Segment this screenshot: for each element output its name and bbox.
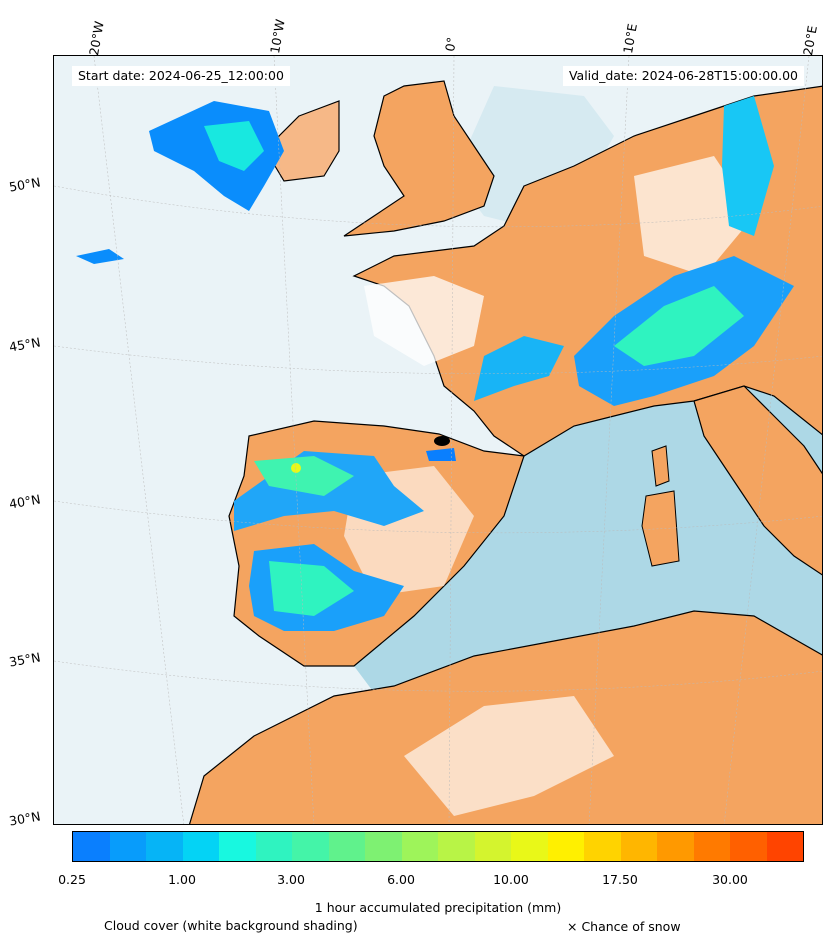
colorbar-segment — [219, 832, 256, 861]
lat-label-50n: 50°N — [7, 174, 42, 195]
map-panel — [53, 55, 823, 825]
snow-marker — [434, 436, 450, 446]
colorbar-segment — [365, 832, 402, 861]
lon-label-20e: 20°E — [800, 24, 820, 57]
colorbar-label: 1 hour accumulated precipitation (mm) — [314, 900, 562, 915]
cloud-patch-africa — [404, 696, 614, 816]
lon-label-10w: 10°W — [267, 18, 288, 55]
colorbar-segment — [693, 832, 730, 861]
precip-alps-core — [614, 286, 744, 366]
colorbar-tick-label: 1.00 — [168, 872, 196, 887]
precip-atlantic-core — [204, 121, 264, 171]
colorbar-tick-label: 30.00 — [712, 872, 748, 887]
colorbar-segment — [438, 832, 475, 861]
lat-label-45n: 45°N — [7, 334, 42, 355]
cloud-cover-note: Cloud cover (white background shading) — [104, 918, 358, 933]
precip-iberia-north-core — [254, 456, 354, 496]
colorbar-tick-label: 10.00 — [493, 872, 529, 887]
colorbar-tick-label: 0.25 — [58, 872, 86, 887]
precip-east — [722, 96, 774, 236]
colorbar-segment — [474, 832, 511, 861]
colorbar-segment — [766, 832, 803, 861]
lon-label-0: 0° — [442, 36, 460, 53]
colorbar-segment — [292, 832, 329, 861]
precip-max-spot — [291, 463, 301, 473]
colorbar-segment — [328, 832, 365, 861]
colorbar-segment — [255, 832, 292, 861]
colorbar-segment — [146, 832, 183, 861]
map-canvas — [54, 56, 822, 824]
colorbar-segment — [620, 832, 657, 861]
colorbar-segment — [109, 832, 146, 861]
cloud-patch-france — [364, 276, 484, 366]
colorbar-segment — [182, 832, 219, 861]
lon-label-10e: 10°E — [620, 22, 640, 55]
colorbar-segment — [657, 832, 694, 861]
precip-colorbar — [72, 831, 804, 862]
start-date-label: Start date: 2024-06-25_12:00:00 — [72, 66, 290, 86]
colorbar-tick-label: 17.50 — [602, 872, 638, 887]
colorbar-segment — [547, 832, 584, 861]
colorbar-segment — [401, 832, 438, 861]
valid-date-label: Valid_date: 2024-06-28T15:00:00.00 — [562, 66, 804, 86]
britain-land — [343, 80, 495, 237]
cloud-patch-germany — [634, 156, 754, 276]
colorbar-tick-label: 6.00 — [387, 872, 415, 887]
colorbar-segment — [730, 832, 767, 861]
lon-label-20w: 20°W — [86, 20, 107, 57]
precip-iberia-south-core — [269, 561, 354, 616]
lat-label-35n: 35°N — [7, 649, 42, 670]
graticule-lines — [54, 56, 822, 824]
precip-france-south — [474, 336, 564, 401]
lat-label-40n: 40°N — [7, 491, 42, 512]
corsica-land — [651, 445, 670, 487]
colorbar-tick-label: 3.00 — [277, 872, 305, 887]
lat-label-30n: 30°N — [7, 808, 42, 829]
italy-land — [693, 385, 822, 576]
precip-pyrenees — [426, 448, 456, 461]
snow-chance-note: × Chance of snow — [567, 919, 681, 934]
colorbar-segment — [584, 832, 621, 861]
colorbar-segment — [511, 832, 548, 861]
precip-atlantic-small — [76, 249, 124, 264]
mediterranean-sea — [354, 386, 822, 820]
colorbar-segment — [73, 832, 110, 861]
